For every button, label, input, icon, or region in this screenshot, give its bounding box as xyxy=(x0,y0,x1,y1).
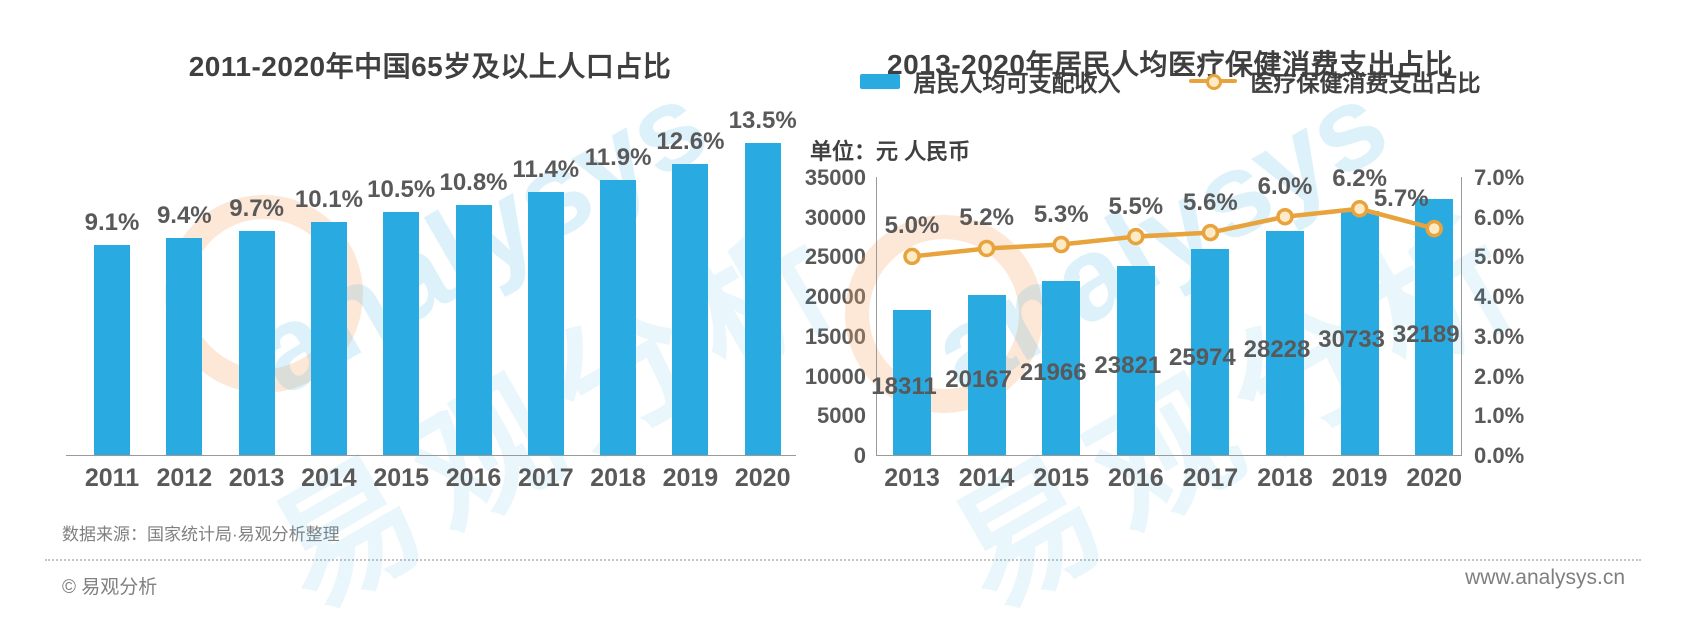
line-series-swatch-icon xyxy=(1188,73,1237,90)
pct-axis-tick-label: 0.0% xyxy=(1474,443,1525,468)
bar-value-label: 11.9% xyxy=(584,144,652,171)
chart1-title: 2011-2020年中国65岁及以上人口占比 xyxy=(188,51,672,83)
bar-value-label: 25974 xyxy=(1169,344,1236,372)
line-point-label: 5.7% xyxy=(1373,184,1429,212)
bar-value-label: 12.6% xyxy=(656,128,725,155)
bar xyxy=(94,245,130,455)
line-marker-icon xyxy=(1052,235,1070,254)
x-axis-label: 2012 xyxy=(156,464,213,492)
bar xyxy=(672,164,709,455)
x-axis-label: 2020 xyxy=(734,464,791,492)
x-axis-label: 2016 xyxy=(445,464,502,492)
bar-value-label: 11.4% xyxy=(512,156,580,183)
bar-series-legend-label: 居民人均可支配收入 xyxy=(913,70,1121,96)
chart2-title: 2013-2020年居民人均医疗保健消费支出占比 xyxy=(887,49,1453,81)
bar-value-label: 28228 xyxy=(1243,335,1311,363)
y-axis-tick-label: 35000 xyxy=(804,165,866,190)
bar xyxy=(1191,249,1230,455)
data-source-note: 数据来源：国家统计局·易观分析整理 xyxy=(62,525,340,544)
bar xyxy=(893,310,931,455)
chart2-legend: 居民人均可支配收入 医疗保健消费支出占比 xyxy=(820,66,1520,96)
bar xyxy=(600,180,637,455)
pct-axis-tick-label: 1.0% xyxy=(1474,403,1525,429)
bar-value-label: 9.7% xyxy=(229,195,284,222)
bar-value-label: 18311 xyxy=(871,372,937,400)
bar-value-label: 30733 xyxy=(1318,326,1385,354)
bar-value-label: 9.4% xyxy=(156,202,212,229)
y-axis-tick-label: 5000 xyxy=(817,403,866,429)
x-axis-label: 2018 xyxy=(590,464,646,492)
line-point-label: 6.2% xyxy=(1332,164,1387,192)
bar xyxy=(744,143,781,455)
bar-value-label: 10.8% xyxy=(439,169,508,196)
bar-value-label: 10.5% xyxy=(367,176,436,203)
pct-axis-tick-label: 4.0% xyxy=(1474,284,1525,310)
x-axis-label: 2019 xyxy=(662,464,719,492)
bar-value-label: 23821 xyxy=(1094,352,1162,380)
x-axis-label: 2018 xyxy=(1257,464,1313,492)
x-axis-label: 2015 xyxy=(373,464,429,492)
pct-axis-tick-label: 6.0% xyxy=(1474,204,1525,230)
y-axis-tick-label: 20000 xyxy=(804,284,866,310)
pct-axis-tick-label: 2.0% xyxy=(1474,363,1525,389)
bar-value-label: 20167 xyxy=(945,365,1012,393)
y-axis-tick-label: 30000 xyxy=(804,204,866,230)
unit-label: 单位：元 人民币 xyxy=(810,139,971,164)
bar-value-label: 10.1% xyxy=(294,186,363,213)
x-axis-line xyxy=(66,455,796,456)
pct-axis-tick-label: 3.0% xyxy=(1474,323,1525,349)
bar xyxy=(455,205,492,455)
right-y-axis-line xyxy=(1461,177,1462,455)
bar xyxy=(238,231,275,455)
y-axis-tick-label: 15000 xyxy=(804,323,866,349)
x-axis-label: 2016 xyxy=(1107,464,1164,492)
bar-value-label: 9.1% xyxy=(84,209,140,236)
pct-axis-tick-label: 7.0% xyxy=(1474,165,1525,190)
bar-value-label: 21966 xyxy=(1019,359,1087,387)
bar xyxy=(1266,231,1304,455)
line-point-label: 6.0% xyxy=(1257,172,1313,200)
x-axis-label: 2019 xyxy=(1331,464,1388,492)
line-marker-icon xyxy=(1127,227,1145,246)
bar xyxy=(166,238,203,455)
line-marker-icon xyxy=(1276,207,1294,226)
bar-series-swatch-icon xyxy=(859,73,900,89)
copyright-label: © 易观分析 xyxy=(62,577,158,598)
bar xyxy=(1042,281,1081,455)
bar xyxy=(527,192,564,455)
x-axis-label: 2017 xyxy=(1182,464,1239,492)
x-axis-label: 2013 xyxy=(884,464,940,492)
x-axis-label: 2017 xyxy=(517,464,574,492)
line-marker-icon xyxy=(903,247,921,266)
bar xyxy=(310,222,347,455)
bar xyxy=(967,295,1006,455)
line-marker-icon xyxy=(977,239,996,258)
x-axis-label: 2011 xyxy=(84,464,140,492)
website-link[interactable]: www.analysys.cn xyxy=(1465,566,1625,589)
x-axis-label: 2020 xyxy=(1406,464,1462,492)
y-axis-tick-label: 0 xyxy=(853,443,866,468)
line-series-legend-label: 医疗保健消费支出占比 xyxy=(1250,70,1481,96)
bar-value-label: 13.5% xyxy=(728,107,797,134)
bar xyxy=(383,212,420,455)
x-axis-label: 2014 xyxy=(301,464,357,492)
line-swatch-marker-icon xyxy=(1205,74,1222,90)
left-y-axis-line xyxy=(876,177,877,455)
x-axis-label: 2015 xyxy=(1033,464,1089,492)
y-axis-tick-label: 25000 xyxy=(804,244,866,270)
x-axis-label: 2014 xyxy=(958,464,1015,492)
x-axis-line xyxy=(876,455,1462,456)
footer-divider xyxy=(45,559,1641,561)
bar-value-label: 32189 xyxy=(1392,320,1460,348)
x-axis-label: 2013 xyxy=(228,464,285,492)
pct-axis-tick-label: 5.0% xyxy=(1474,244,1525,270)
line-marker-icon xyxy=(1201,223,1220,242)
bar xyxy=(1116,266,1155,455)
y-axis-tick-label: 10000 xyxy=(804,363,866,389)
